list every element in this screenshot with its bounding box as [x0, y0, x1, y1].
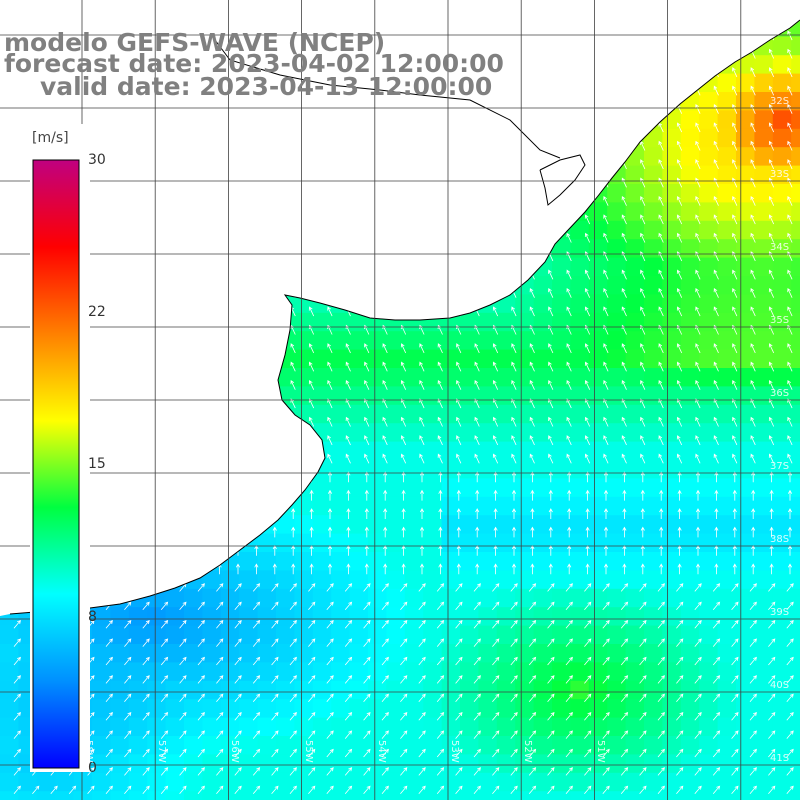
longitude-label: 53W [449, 740, 460, 763]
longitude-label: 51W [595, 740, 607, 763]
colorbar-tick-8: 8 [88, 609, 97, 625]
latitude-label: 33S [770, 169, 790, 180]
longitude-label: 56W [229, 740, 241, 763]
valid-date: valid date: 2023-04-13 12:00:00 [40, 72, 493, 101]
latitude-label: 36S [770, 388, 790, 399]
latitude-label: 34S [770, 242, 790, 253]
longitude-label: 54W [375, 740, 387, 763]
latitude-label: 37S [770, 461, 790, 472]
coastline [9, 19, 800, 615]
colorbar-tick-0: 0 [88, 760, 97, 776]
forecast-date: forecast date: 2023-04-02 12:00:00 [4, 49, 504, 78]
latitude-label: 39S [770, 607, 790, 618]
lagoon-outline [539, 154, 586, 206]
latitude-label: 38S [770, 534, 790, 545]
longitude-label: 55W [302, 740, 314, 763]
latitude-label: 41S [770, 753, 790, 764]
country-border [214, 39, 561, 159]
latitude-label: 40S [770, 680, 790, 691]
longitude-label: 57W [156, 740, 168, 763]
colorbar-units: [m/s] [30, 130, 71, 146]
latitude-label: 32S [770, 96, 790, 107]
colorbar-tick-22: 22 [88, 304, 106, 320]
model-title: modelo GEFS-WAVE (NCEP) [4, 28, 386, 57]
longitude-label: 52W [522, 740, 534, 763]
colorbar-tick-15: 15 [88, 456, 106, 472]
longitude-label: 58W [83, 740, 94, 763]
latitude-label: 35S [770, 315, 790, 326]
colorbar-tick-30: 30 [88, 152, 106, 168]
colorbar [32, 159, 80, 769]
